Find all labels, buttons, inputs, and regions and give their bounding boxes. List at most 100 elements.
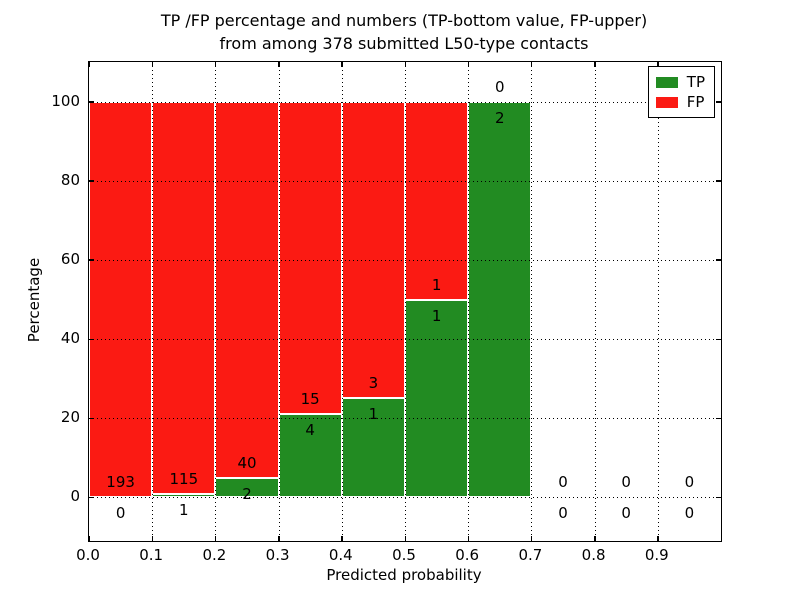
tp-count-label: 0 — [684, 504, 695, 523]
gridline-vertical — [468, 62, 470, 541]
x-tick-mark — [341, 536, 343, 541]
x-tick-mark — [467, 536, 470, 541]
y-tick-label: 20 — [60, 408, 80, 427]
gridline-vertical — [405, 62, 406, 541]
gridline-vertical — [152, 62, 154, 541]
tp-count-label: 0 — [115, 504, 126, 523]
gridline-vertical — [215, 62, 217, 541]
fp-count-label: 15 — [300, 389, 320, 408]
x-tick-mark — [88, 536, 90, 541]
legend-swatch-tp — [655, 76, 678, 88]
x-tick-label: 0.4 — [328, 546, 353, 564]
y-tick-mark — [89, 338, 94, 341]
y-tick-mark-right — [716, 417, 721, 420]
y-tick-mark — [89, 259, 94, 261]
bar-fp — [405, 101, 469, 300]
x-tick-mark — [594, 536, 596, 541]
y-tick-mark-right — [716, 338, 721, 341]
fp-count-label: 1 — [431, 275, 442, 294]
y-tick-mark-right — [716, 496, 721, 499]
x-tick-label: 0.2 — [202, 546, 227, 564]
x-tick-mark — [214, 536, 217, 541]
gridline-vertical — [278, 62, 280, 541]
y-tick-label: 100 — [51, 91, 80, 110]
chart-title-line-1: TP /FP percentage and numbers (TP-bottom… — [160, 11, 648, 30]
plot-area: 193 0 115 1 40 2 15 4 3 1 1 1 0 2 0 0 0 0 0 0 TP FP — [88, 61, 722, 542]
tp-count-label: 0 — [558, 504, 568, 523]
bar-fp — [152, 101, 216, 494]
bar-fp — [215, 101, 279, 479]
legend-entry-tp: TP — [655, 72, 705, 92]
bar-tp — [341, 398, 405, 498]
tp-count-label: 2 — [495, 108, 505, 127]
tp-count-label: 2 — [242, 485, 252, 504]
bar-tp — [468, 101, 532, 498]
x-tick-mark-top — [404, 62, 406, 67]
x-tick-mark-top — [88, 62, 90, 67]
x-tick-label: 0.3 — [265, 546, 290, 564]
legend-label: TP — [686, 73, 705, 91]
legend-label: FP — [686, 93, 705, 111]
y-tick-label: 0 — [70, 487, 80, 506]
x-tick-mark — [151, 536, 154, 541]
y-tick-label: 80 — [60, 170, 80, 189]
legend-swatch-fp — [655, 96, 678, 108]
gridline-vertical — [531, 62, 533, 541]
y-tick-mark-right — [716, 259, 721, 261]
x-tick-mark — [404, 536, 406, 541]
plot-canvas: 193 0 115 1 40 2 15 4 3 1 1 1 0 2 0 0 0 0 0 0 — [88, 62, 721, 541]
x-tick-mark-top — [657, 62, 659, 67]
tp-count-label: 0 — [621, 504, 631, 523]
x-tick-mark-top — [278, 62, 280, 67]
x-tick-label: 0.5 — [392, 546, 416, 564]
x-tick-mark-top — [151, 62, 154, 67]
bar-fp — [89, 101, 153, 498]
x-tick-mark-top — [341, 62, 343, 67]
gridline-vertical — [594, 62, 596, 541]
y-tick-label: 40 — [60, 329, 80, 348]
chart-title: TP /FP percentage and numbers (TP-bottom… — [88, 9, 720, 55]
x-tick-mark — [530, 536, 533, 541]
fp-count-label: 0 — [684, 473, 695, 492]
fp-count-label: 3 — [368, 374, 379, 393]
y-tick-label: 60 — [60, 249, 80, 268]
fp-count-label: 40 — [237, 454, 257, 473]
bar-fp — [341, 101, 405, 399]
tp-count-label: 4 — [305, 420, 315, 439]
fp-count-label: 115 — [169, 469, 199, 488]
fp-count-label: 0 — [558, 473, 568, 492]
bar-fp — [278, 101, 342, 414]
chart-title-line-2: from among 378 submitted L50-type contac… — [219, 34, 589, 53]
y-tick-mark — [89, 101, 94, 103]
x-tick-mark-top — [530, 62, 533, 67]
bar-tp — [278, 413, 342, 498]
x-tick-label: 0.9 — [644, 546, 669, 564]
y-tick-mark — [89, 417, 94, 420]
x-tick-mark — [657, 536, 659, 541]
legend: TP FP — [647, 66, 715, 118]
y-tick-mark — [89, 496, 94, 499]
gridline-vertical — [341, 62, 343, 541]
x-tick-mark-top — [594, 62, 596, 67]
x-tick-label: 0.6 — [455, 546, 480, 564]
x-tick-label: 0.8 — [581, 546, 606, 564]
y-tick-mark-right — [716, 101, 721, 103]
tp-count-label: 1 — [431, 306, 442, 325]
fp-count-label: 0 — [495, 77, 505, 96]
x-tick-mark — [278, 536, 280, 541]
y-tick-mark — [89, 180, 94, 182]
x-axis-label: Predicted probability — [326, 566, 482, 584]
fp-count-label: 193 — [106, 473, 135, 492]
y-tick-mark-right — [716, 180, 721, 182]
tp-count-label: 1 — [179, 500, 189, 519]
gridline-vertical — [657, 62, 659, 541]
legend-entry-fp: FP — [655, 92, 705, 112]
fp-count-label: 0 — [621, 473, 631, 492]
x-tick-label: 0.7 — [518, 546, 543, 564]
x-tick-label: 0.1 — [139, 546, 164, 564]
tp-count-label: 1 — [368, 405, 379, 424]
x-tick-mark-top — [214, 62, 217, 67]
bar-tp — [405, 299, 469, 498]
x-tick-mark-top — [467, 62, 470, 67]
